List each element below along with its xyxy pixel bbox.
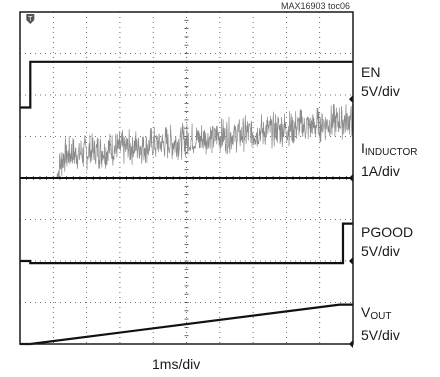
trace-pgood: [20, 222, 353, 265]
trace-en: [20, 60, 353, 109]
channel-scale-inductor: 1A/div: [361, 163, 400, 179]
ground-marker-pgood: [349, 257, 353, 265]
ground-marker-iinductor: [349, 174, 353, 182]
channel-name-en: EN: [361, 64, 381, 80]
channel-label-inductor: IINDUCTOR 1A/div: [361, 139, 417, 181]
trigger-marker-icon: [26, 14, 35, 24]
channel-name-inductor: IINDUCTOR: [361, 140, 418, 158]
channel-scale-vout: 5V/div: [361, 327, 400, 343]
scope-markers: T: [26, 14, 353, 348]
channel-label-vout: VOUT 5V/div: [361, 303, 400, 345]
channel-scale-pgood: 5V/div: [361, 243, 400, 259]
channel-label-pgood: PGOOD 5V/div: [361, 223, 413, 261]
channel-scale-en: 5V/div: [361, 83, 400, 99]
scope-frame: [19, 11, 354, 345]
trigger-marker-label: T: [28, 16, 33, 23]
x-axis-scale: 1ms/div: [152, 356, 201, 372]
channel-name-vout-sub: OUT: [370, 311, 392, 322]
ground-marker-en: [349, 95, 353, 104]
channel-name-pgood: PGOOD: [361, 224, 414, 240]
channel-name-vout-prefix: V: [361, 304, 371, 320]
channel-name-inductor-prefix: I: [361, 140, 365, 156]
channel-name-inductor-sub: INDUCTOR: [364, 147, 418, 158]
figure-id: MAX16903 toc06: [280, 1, 350, 11]
channel-name-vout: VOUT: [361, 304, 392, 322]
channel-label-en: EN 5V/div: [361, 63, 400, 101]
trace-iinductor-ripple: [20, 104, 354, 179]
